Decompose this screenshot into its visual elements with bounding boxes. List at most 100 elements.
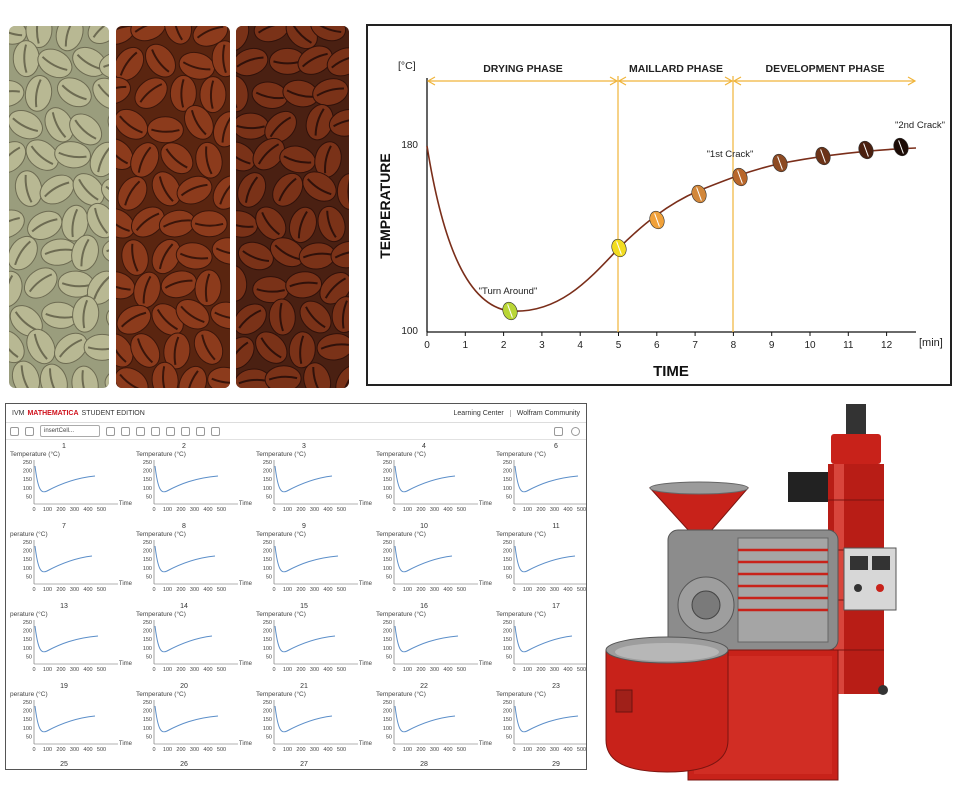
cell-bracket-button[interactable] [10,426,19,436]
plot-trace [394,625,459,653]
coffee-bean [236,210,259,238]
coffee-bean [253,26,290,43]
chat-icon[interactable] [571,426,580,436]
coffee-bean [211,40,230,78]
plot-number: 1 [62,443,66,450]
plot-xtick: 200 [176,507,185,513]
roast-chart-svg: DRYING PHASE MAILLARD PHASE DEVELOPMENT … [377,60,945,380]
plot-xtick: 200 [56,667,65,673]
chimney-motor [846,404,866,434]
plot-xtick: 0 [392,667,395,673]
plot-ytick: 100 [143,726,152,732]
wolfram-community-link[interactable]: Wolfram Community [509,409,580,417]
x-tick-label: 6 [654,340,660,351]
plot-ylabel: Temperature (°C) [256,610,306,618]
coffee-bean [72,295,100,333]
learning-center-link[interactable]: Learning Center [453,409,504,417]
plot-ytick: 100 [383,646,392,652]
plot-ylabel: Temperature (°C) [136,450,186,458]
plot-number: 10 [420,523,428,530]
phase-arrows [426,76,917,86]
dark-roast-beans-photo [236,26,349,388]
plot-xtick: 400 [563,507,572,513]
table-button[interactable] [151,426,160,436]
plot-ytick: 50 [26,654,32,660]
plot-ytick: 250 [503,700,512,706]
plot-number: 17 [552,603,560,610]
coffee-bean [236,141,256,172]
coffee-bean [102,237,109,265]
plot-ytick: 100 [23,646,32,652]
plot-ytick: 50 [506,654,512,660]
coffee-bean [130,333,161,368]
plot-ytick: 150 [143,557,152,563]
insert-cell-dropdown[interactable]: insertCell... [40,425,100,437]
roast-bean-marker [502,301,518,321]
plot-ytick: 250 [23,700,32,706]
plot-xtick: 400 [563,587,572,593]
coffee-bean [44,107,74,143]
plot-number: 20 [180,683,188,690]
plot-ylabel: perature (°C) [10,690,48,698]
plot-ytick: 50 [146,494,152,500]
plot-ytick: 250 [383,540,392,546]
code-button[interactable] [121,426,130,436]
plot-ytick: 150 [143,717,152,723]
window-icon[interactable] [554,426,563,436]
plot-xtick: 100 [163,747,172,753]
plot-xtick: 100 [523,587,532,593]
draw-button[interactable] [196,426,205,436]
plot-trace [514,545,576,573]
plot-ytick: 50 [146,654,152,660]
edition-label: STUDENT EDITION [81,409,145,417]
coffee-bean [116,333,134,368]
plot-number: 26 [180,761,188,768]
coffee-bean [236,264,248,302]
graphics-button[interactable] [136,426,145,436]
image-button[interactable] [181,426,190,436]
plot-ytick: 50 [506,734,512,740]
comment-button[interactable] [166,426,175,436]
plot-trace [394,465,456,493]
plot-ytick: 150 [383,637,392,643]
plot-xtick: 100 [523,507,532,513]
plot-xtick: 400 [203,587,212,593]
plot-xtick: 200 [56,587,65,593]
link-button[interactable] [211,426,220,436]
x-tick-label: 1 [463,340,469,351]
coffee-bean [328,109,349,137]
plot-ytick: 50 [146,734,152,740]
plot-ytick: 250 [143,700,152,706]
cooling-tray [605,649,729,773]
coffee-bean [264,365,302,388]
plot-xlabel: Time [119,741,133,747]
plot-xtick: 300 [430,747,439,753]
plot-trace [154,625,213,653]
coffee-bean [12,40,40,78]
coffee-bean [134,77,168,109]
plot-ytick: 50 [506,574,512,580]
coffee-bean [9,109,43,140]
phase-label-maillard: MAILLARD PHASE [629,63,723,75]
format-button[interactable] [106,426,115,436]
coffee-bean [54,141,92,169]
plot-xtick: 300 [550,587,559,593]
coffee-bean [9,329,25,364]
coffee-bean [303,362,332,388]
plot-xtick: 100 [43,587,52,593]
plot-ytick: 200 [263,709,272,715]
plot-trace [394,545,453,573]
plot-ytick: 150 [503,717,512,723]
roast-bean-marker [649,210,665,230]
plot-xtick: 400 [323,667,332,673]
plot-ytick: 200 [143,549,152,555]
plot-xtick: 0 [152,587,155,593]
roast-bean-marker [772,153,788,173]
plot-ytick: 200 [143,629,152,635]
plot-xtick: 500 [97,667,106,673]
coffee-bean [190,210,228,238]
stop-button[interactable] [25,426,34,436]
